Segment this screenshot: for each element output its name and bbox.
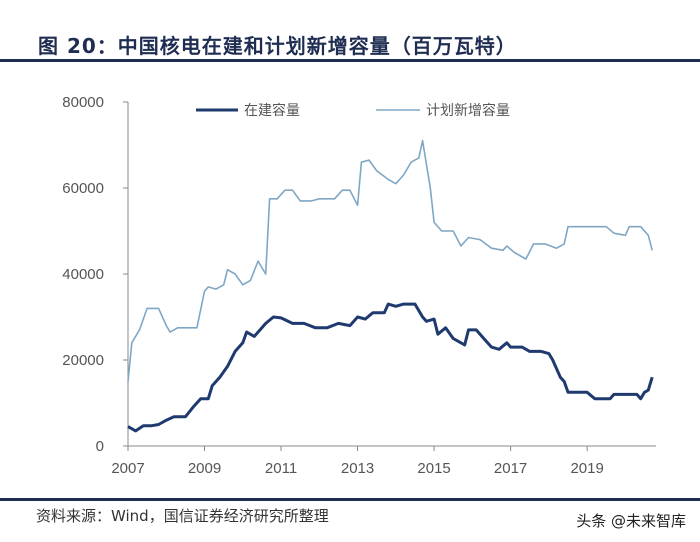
x-tick-label: 2013 <box>341 460 374 477</box>
x-tick-label: 2017 <box>494 460 527 477</box>
x-tick-label: 2015 <box>417 460 450 477</box>
chart-legend: 在建容量 计划新增容量 <box>196 102 510 119</box>
x-tick-label: 2009 <box>188 460 221 477</box>
watermark: 头条 @未来智库 <box>576 512 686 530</box>
line-chart: 0 20000 40000 60000 80000 2007 2009 2011 2013 201… <box>62 94 656 477</box>
title-bar: 图 20：中国核电在建和计划新增容量（百万瓦特） <box>0 0 700 62</box>
source-note: 资料来源：Wind，国信证券经济研究所整理 <box>36 507 329 525</box>
y-tick-label: 80000 <box>62 94 104 111</box>
series-line-planned <box>127 139 653 382</box>
series-line-under-construction <box>127 302 654 433</box>
y-tick-label: 20000 <box>62 352 104 369</box>
x-tick-label: 2007 <box>111 460 144 477</box>
legend-label: 计划新增容量 <box>426 102 510 119</box>
y-tick-label: 40000 <box>62 266 104 283</box>
y-tick-label: 0 <box>96 438 104 455</box>
legend-label: 在建容量 <box>244 102 300 119</box>
x-tick-label: 2011 <box>265 460 297 477</box>
chart-series <box>127 139 654 433</box>
x-tick-label: 2019 <box>570 460 603 477</box>
source-divider <box>0 498 700 501</box>
chart-title: 图 20：中国核电在建和计划新增容量（百万瓦特） <box>38 34 517 58</box>
chart-axes: 0 20000 40000 60000 80000 2007 2009 2011 2013 201… <box>62 94 656 477</box>
y-tick-label: 60000 <box>62 180 104 197</box>
